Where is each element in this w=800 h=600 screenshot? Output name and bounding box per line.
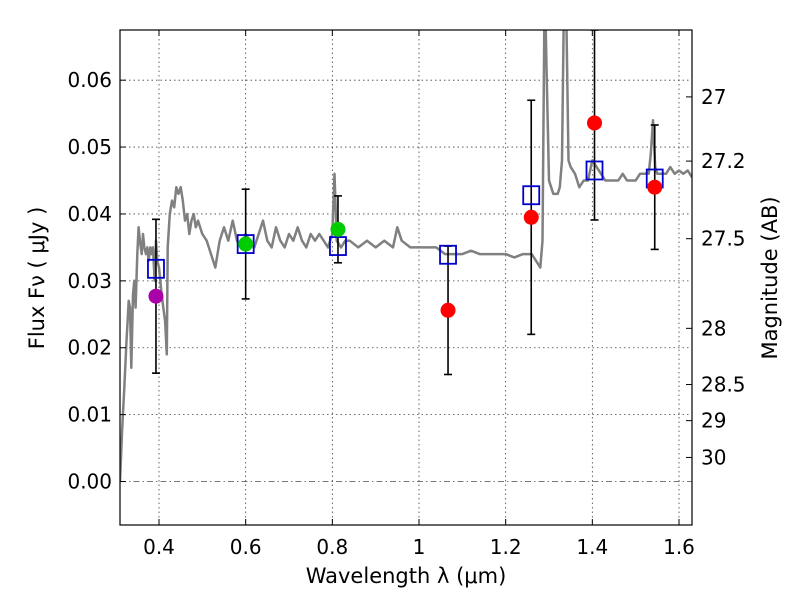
plot-area: [120, 30, 692, 482]
x-axis-label: Wavelength λ (μm): [306, 564, 507, 588]
right-tick-label: 30: [701, 445, 726, 469]
right-tick-label: 29: [701, 409, 726, 433]
y-tick-label: 0.02: [67, 336, 112, 360]
model-flux-square: [147, 258, 165, 279]
observed-flux-point: [440, 302, 456, 318]
observed-flux-point: [148, 288, 164, 304]
right-tick-label: 27.2: [701, 149, 746, 173]
observed-flux-point: [647, 179, 663, 195]
right-tick-label: 28.5: [701, 373, 746, 397]
axes: 0.4 0.6 0.8 1 1.2 1.4 1.6 0.00 0.01 0.02 0.03 0.04 0…: [67, 30, 746, 559]
x-tick-label: 1.4: [576, 535, 608, 559]
plot-frame: [119, 29, 693, 526]
model-flux-square: [236, 234, 255, 254]
observed-flux-point: [238, 236, 254, 252]
y-tick-label: 0.01: [67, 403, 112, 427]
y-tick-label: 0.03: [67, 269, 112, 293]
right-tick-label: 28: [701, 316, 726, 340]
x-tick-label: 1.6: [663, 535, 695, 559]
y-tick-label: 0.06: [67, 68, 112, 92]
x-tick-label: 0.8: [316, 535, 348, 559]
grid-lines: [120, 30, 692, 525]
right-tick-label: 27.5: [701, 227, 746, 251]
right-tick-label: 27: [701, 85, 726, 109]
x-tick-label: 1: [413, 535, 426, 559]
x-tick-label: 1.2: [490, 535, 522, 559]
x-tick-label: 0.6: [230, 535, 262, 559]
model-flux-square: [522, 185, 541, 206]
observed-flux-point: [523, 209, 539, 225]
x-tick-label: 0.4: [143, 535, 175, 559]
y-axis-label: Flux Fν ( μJy ): [25, 207, 49, 350]
model-flux-square: [585, 160, 604, 181]
right-axis-label: Magnitude (AB): [758, 196, 782, 359]
y-tick-label: 0.04: [67, 202, 112, 226]
y-tick-label: 0.00: [67, 470, 112, 494]
y-tick-label: 0.05: [67, 135, 112, 159]
observed-flux-point: [330, 221, 346, 237]
observed-flux-point: [587, 115, 602, 131]
model-flux-square: [439, 244, 457, 265]
model-flux-square: [329, 236, 347, 256]
